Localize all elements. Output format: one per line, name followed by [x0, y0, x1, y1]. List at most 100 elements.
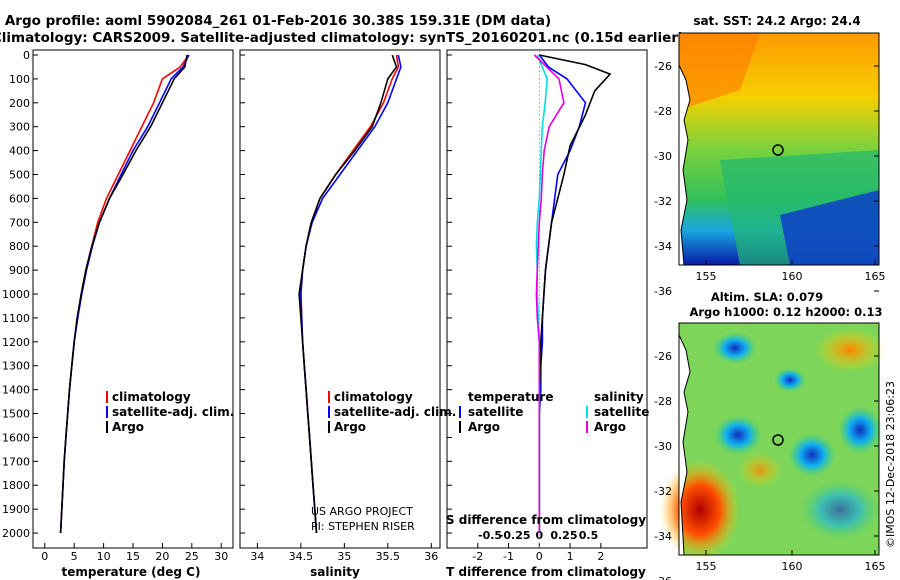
map-lat-label: -26 [654, 60, 672, 73]
legend-t-satellite: satellite [468, 405, 523, 419]
legend-satellite: satellite-adj. clim. [334, 405, 456, 419]
map-lon-label: 160 [782, 560, 803, 573]
sla-map-title-2: Argo h1000: 0.12 h2000: 0.13 [689, 305, 882, 319]
map-lat-label: -28 [654, 395, 672, 408]
salinity-x-tick-label: 35 [337, 550, 351, 563]
salinity-legend: climatology satellite-adj. clim. Argo [328, 390, 456, 434]
float-position-marker [772, 144, 784, 156]
map-lon-label: 155 [696, 270, 717, 283]
temperature-x-tick-label: 20 [155, 550, 169, 563]
map-lat-label: -36 [654, 575, 672, 580]
map-lon-label: 160 [782, 270, 803, 283]
map-lon-label: 165 [865, 560, 886, 573]
depth-tick-label: 100 [9, 73, 30, 86]
s-difference-tick-label: 0.5 [579, 529, 599, 542]
sst-map [678, 32, 880, 266]
depth-tick-label: 1500 [2, 408, 30, 421]
temperature-legend: climatology satellite-adj. clim. Argo [106, 390, 234, 434]
salinity-panel-frame [239, 49, 441, 549]
difference-x-tick-label: 2 [597, 550, 604, 563]
salinity-x-tick-label: 34.5 [289, 550, 314, 563]
salinity-x-tick-label: 34 [250, 550, 264, 563]
map-lat-label: -36 [654, 285, 672, 298]
map-lat-label: -34 [654, 240, 672, 253]
temperature-x-tick-label: 0 [41, 550, 48, 563]
depth-tick-label: 1600 [2, 431, 30, 444]
title-line-2: Climatology: CARS2009. Satellite-adjuste… [0, 30, 684, 46]
temperature-x-tick-label: 15 [126, 550, 140, 563]
map-lon-label: 165 [865, 270, 886, 283]
temperature-x-tick-label: 10 [97, 550, 111, 563]
legend-argo: Argo [112, 420, 144, 434]
map-lon-label: 155 [696, 560, 717, 573]
temperature-x-tick-label: 5 [71, 550, 78, 563]
difference-x-tick-label: 1 [567, 550, 574, 563]
legend-s-satellite: satellite [594, 405, 649, 419]
difference-legend: temperature satellite Argo salinity sate… [459, 390, 649, 434]
float-position-marker [772, 434, 784, 446]
depth-tick-label: 400 [9, 145, 30, 158]
difference-x-tick-label: -2 [472, 550, 483, 563]
legend-satellite: satellite-adj. clim. [112, 405, 234, 419]
depth-tick-label: 500 [9, 169, 30, 182]
temperature-series-argo [59, 54, 188, 534]
profile-lines [59, 50, 612, 548]
map-lat-label: -32 [654, 195, 672, 208]
depth-tick-label: 900 [9, 264, 30, 277]
salinity-x-tick-label: 36 [424, 550, 438, 563]
map-lat-label: -28 [654, 105, 672, 118]
depth-tick-label: 1800 [2, 479, 30, 492]
imos-watermark: ©IMOS 12-Dec-2018 23:06:23 [884, 381, 897, 548]
title-line-1: Argo profile: aoml 5902084_261 01-Feb-20… [5, 13, 551, 29]
depth-tick-label: 1000 [2, 288, 30, 301]
difference-x-tick-label: 0 [536, 550, 543, 563]
depth-tick-label: 700 [9, 216, 30, 229]
temperature-x-axis: 0 5 10 15 20 25 30 [41, 543, 228, 563]
depth-tick-label: 1900 [2, 503, 30, 516]
sst-map-title: sat. SST: 24.2 Argo: 24.4 [693, 14, 860, 28]
legend-s-argo: Argo [594, 420, 626, 434]
map-lat-label: -30 [654, 150, 672, 163]
sla-map-axes: -26 -28 -30 -32 -34 -36 155 160 165 [654, 350, 885, 580]
legend-argo: Argo [334, 420, 366, 434]
s-difference-tick-label: -0.5 [478, 529, 502, 542]
temperature-panel-frame [32, 49, 234, 549]
sst-map-axes: -26 -28 -30 -32 -34 -36 155 160 165 [654, 60, 885, 298]
legend-climatology: climatology [334, 390, 413, 404]
map-lat-label: -32 [654, 485, 672, 498]
depth-tick-label: 1100 [2, 312, 30, 325]
map-lat-label: -26 [654, 350, 672, 363]
temperature-x-tick-label: 25 [185, 550, 199, 563]
depth-tick-label: 2000 [2, 527, 30, 540]
sla-map-title-1: Altim. SLA: 0.079 [711, 290, 823, 304]
credit-pi: PI: STEPHEN RISER [311, 520, 415, 533]
temperature-x-tick-label: 30 [214, 550, 228, 563]
depth-tick-label: 1300 [2, 360, 30, 373]
depth-tick-label: 600 [9, 192, 30, 205]
s-difference-label: S difference from climatology [446, 513, 646, 527]
legend-salinity-title: salinity [594, 390, 644, 404]
legend-climatology: climatology [112, 390, 191, 404]
difference-axis-label: T difference from climatology [446, 565, 646, 579]
sla-map [660, 322, 885, 560]
s-difference-tick-label: -0.25 [499, 529, 531, 542]
legend-temperature-title: temperature [468, 390, 553, 404]
depth-axis: 0 100 200 300 400 500 600 700 800 900 1000 1100 1200… [2, 49, 452, 540]
difference-panel-frame [446, 49, 648, 549]
depth-tick-label: 300 [9, 121, 30, 134]
salinity-x-axis: 34 34.5 35 35.5 36 [250, 543, 438, 563]
depth-tick-label: 0 [23, 49, 30, 62]
map-lat-label: -30 [654, 440, 672, 453]
map-lat-label: -34 [654, 530, 672, 543]
s-difference-axis: -0.5-0.25 0 0.25 0.5 [478, 529, 598, 542]
depth-tick-label: 1400 [2, 384, 30, 397]
salinity-x-tick-label: 35.5 [376, 550, 401, 563]
salinity-series-argo [298, 54, 398, 534]
credit-project: US ARGO PROJECT [311, 505, 413, 518]
legend-t-argo: Argo [468, 420, 500, 434]
depth-tick-label: 1700 [2, 455, 30, 468]
depth-tick-label: 200 [9, 97, 30, 110]
s-difference-tick-label: 0.25 [550, 529, 577, 542]
depth-tick-label: 1200 [2, 336, 30, 349]
